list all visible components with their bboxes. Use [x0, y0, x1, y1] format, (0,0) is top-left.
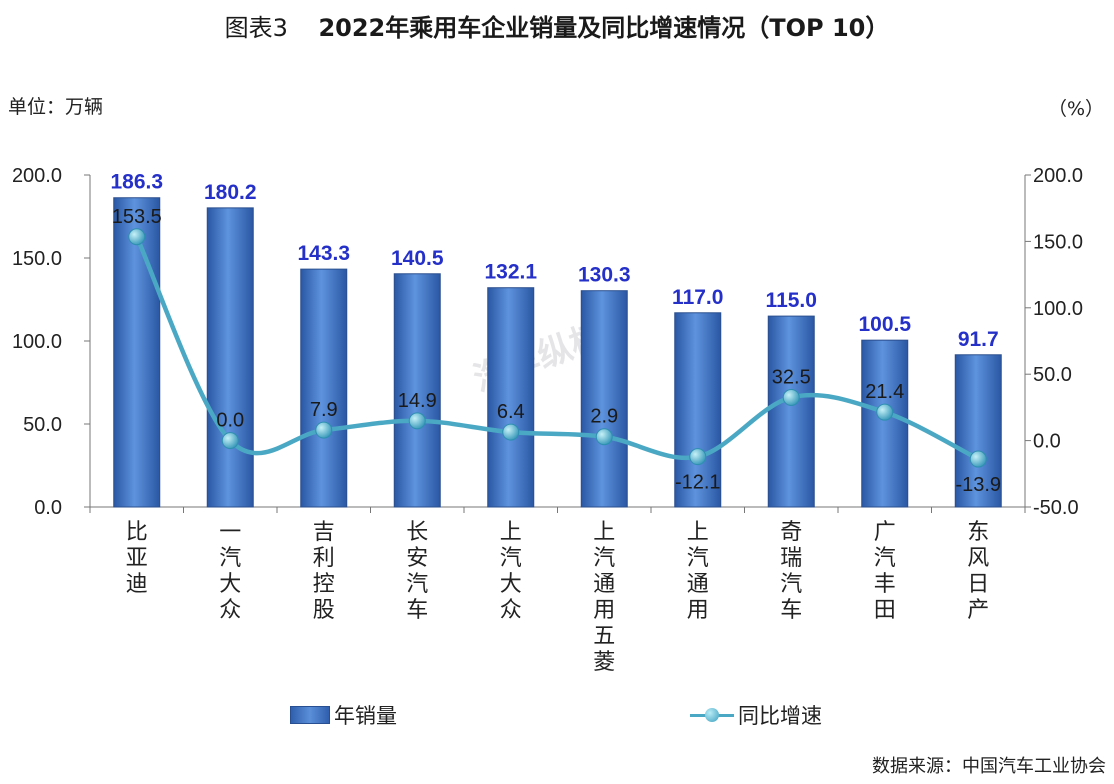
growth-point: [969, 450, 987, 468]
bar: [487, 287, 535, 508]
x-tick-label: 一汽大众: [219, 520, 241, 623]
growth-value-label: 0.0: [216, 410, 244, 432]
title-prefix: 图表3: [224, 14, 288, 42]
growth-value-label: 2.9: [590, 406, 618, 428]
bar: [300, 268, 348, 508]
bar-value-label: 180.2: [204, 181, 257, 204]
y-right-tick-label: 100.0: [1033, 298, 1083, 320]
growth-value-label: -12.1: [675, 472, 721, 494]
legend-item-sales: 年销量: [290, 700, 397, 730]
growth-point: [782, 388, 800, 406]
bar-value-label: 91.7: [958, 328, 999, 351]
bar-value-label: 117.0: [672, 286, 723, 309]
y-left-tick-label: 100.0: [12, 331, 62, 353]
bar-value-label: 186.3: [110, 171, 163, 194]
bar: [767, 315, 815, 508]
bar: [861, 339, 909, 508]
left-axis-unit: 单位：万辆: [8, 96, 104, 118]
chart-title: 图表3 2022年乘用车企业销量及同比增速情况（TOP 10）: [0, 8, 1114, 43]
y-right-tick-label: 200.0: [1033, 165, 1083, 187]
growth-point: [502, 423, 520, 441]
bar-value-label: 143.3: [297, 242, 350, 265]
growth-value-label: 7.9: [310, 399, 338, 421]
growth-line: [134, 235, 980, 462]
bar-value-label: 140.5: [391, 247, 444, 270]
x-tick-label: 吉利控股: [313, 520, 335, 623]
y-right-tick-label: -50.0: [1033, 497, 1079, 519]
x-tick-label: 上汽大众: [500, 520, 522, 623]
growth-point: [221, 432, 239, 450]
legend-label-sales: 年销量: [334, 704, 397, 728]
bar: [206, 207, 254, 508]
bar: [393, 273, 441, 508]
x-tick-label: 东风日产: [967, 520, 989, 623]
bar-value-label: 115.0: [766, 289, 817, 312]
growth-value-label: 153.5: [112, 206, 162, 228]
x-tick-label: 奇瑞汽车: [780, 520, 802, 623]
bar-value-label: 130.3: [578, 264, 631, 287]
growth-value-label: 21.4: [865, 381, 904, 403]
bar: [954, 354, 1002, 508]
bar: [113, 197, 161, 508]
growth-point: [595, 428, 613, 446]
bar: [674, 312, 722, 508]
data-source: 数据来源：中国汽车工业协会: [872, 756, 1106, 777]
x-tick-label: 上汽通用: [687, 520, 709, 623]
bar-value-label: 100.5: [858, 313, 911, 336]
x-tick-label: 长安汽车: [406, 520, 428, 623]
y-left-tick-label: 200.0: [12, 165, 62, 187]
growth-value-label: -13.9: [955, 474, 1001, 496]
legend-bar-swatch: [290, 706, 330, 724]
y-left-tick-label: 50.0: [23, 414, 62, 436]
combo-chart: 0.0 50.0 100.0 150.0 200.0 -50.0 0.0 50.0 100.0 1…: [12, 165, 1083, 675]
legend-label-growth: 同比增速: [738, 704, 822, 728]
y-right-tick-label: 0.0: [1033, 431, 1061, 453]
growth-point: [876, 403, 894, 421]
chart-legend: 年销量 同比增速: [0, 700, 1114, 736]
growth-value-label: 14.9: [398, 390, 437, 412]
right-axis-unit: （%）: [1047, 98, 1104, 120]
y-right-tick-label: 150.0: [1033, 231, 1083, 253]
legend-line-swatch: [690, 707, 734, 723]
growth-point: [408, 412, 426, 430]
y-left-tick-label: 150.0: [12, 248, 62, 270]
legend-item-growth: 同比增速: [690, 700, 822, 730]
growth-point: [689, 448, 707, 466]
growth-point: [315, 421, 333, 439]
x-tick-label: 广汽丰田: [874, 520, 896, 623]
y-right-tick-label: 50.0: [1033, 364, 1072, 386]
y-left-tick-label: 0.0: [34, 497, 62, 519]
bar-value-label: 132.1: [484, 261, 537, 284]
growth-point: [128, 228, 146, 246]
x-tick-label: 比亚迪: [126, 520, 148, 597]
growth-value-label: 32.5: [772, 366, 811, 388]
x-tick-label: 上汽通用五菱: [593, 520, 615, 675]
growth-value-label: 6.4: [497, 401, 525, 423]
bar: [580, 290, 628, 508]
title-main: 2022年乘用车企业销量及同比增速情况（TOP 10）: [318, 14, 890, 42]
